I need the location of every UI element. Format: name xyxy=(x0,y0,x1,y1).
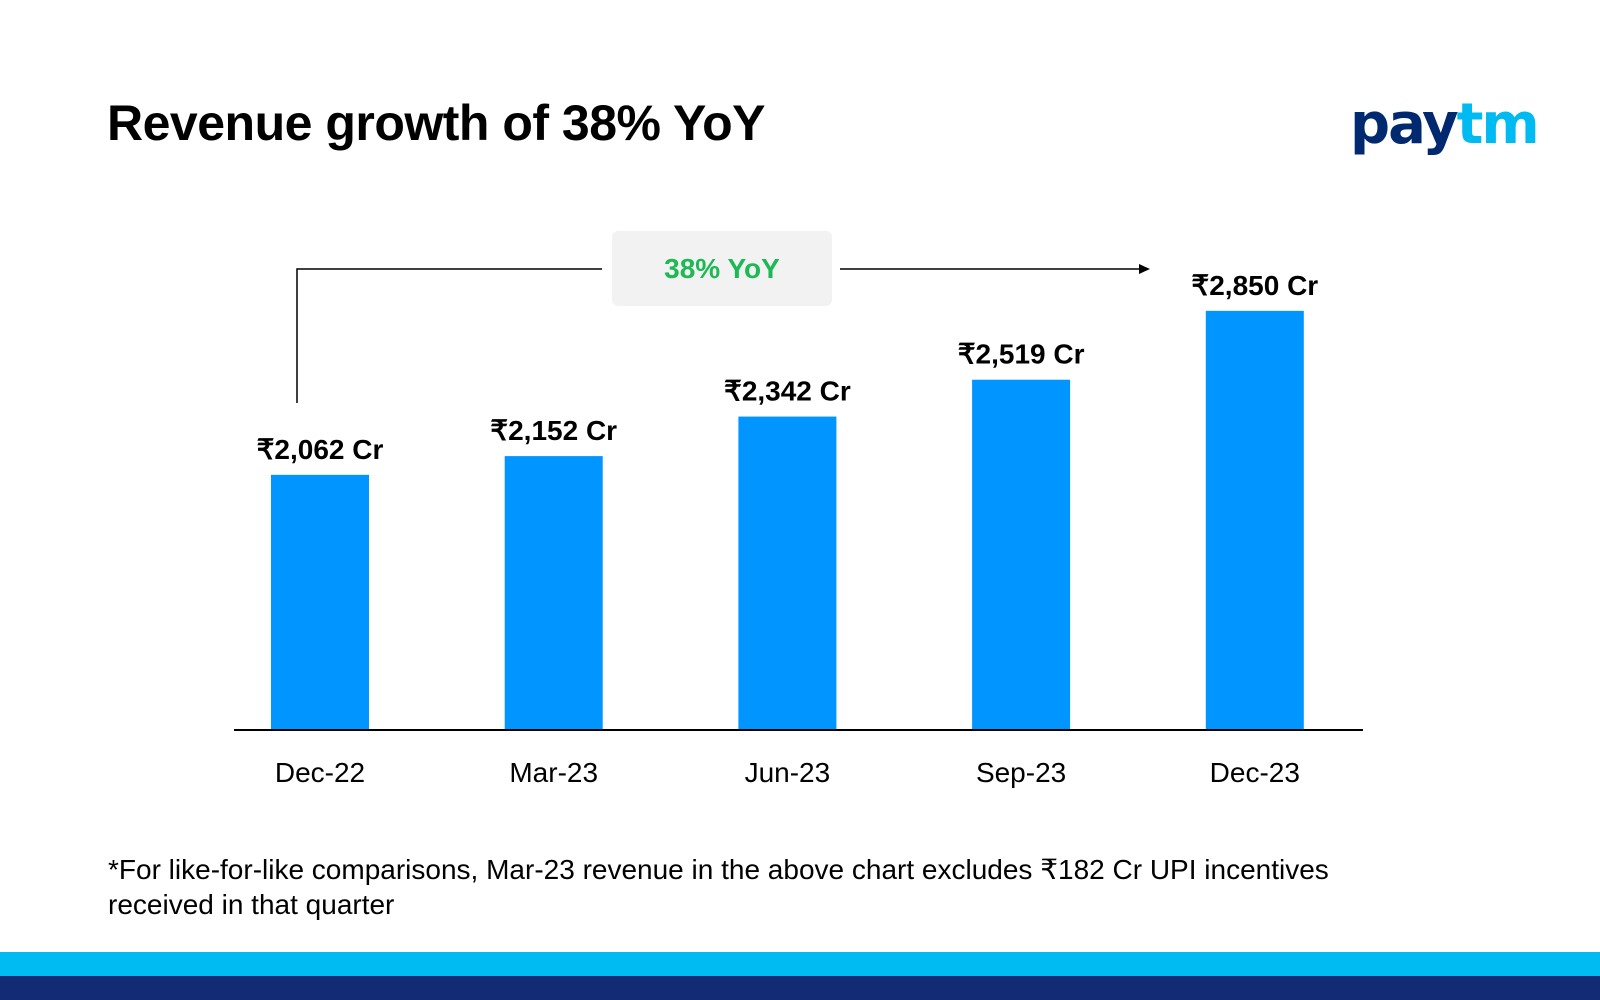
x-tick-label: Jun-23 xyxy=(745,757,831,788)
x-tick-label: Dec-23 xyxy=(1210,757,1300,788)
data-label: ₹2,519 Cr xyxy=(958,339,1085,370)
arrow-head-icon xyxy=(1139,264,1150,274)
data-label: ₹2,152 Cr xyxy=(490,415,617,446)
bar-mar-23 xyxy=(504,456,603,730)
data-label: ₹2,850 Cr xyxy=(1191,270,1318,301)
bar-jun-23 xyxy=(738,416,837,730)
x-tick-label: Sep-23 xyxy=(976,757,1066,788)
data-label: ₹2,342 Cr xyxy=(724,376,851,407)
bar-dec-23 xyxy=(1205,310,1304,730)
footnote: *For like-for-like comparisons, Mar-23 r… xyxy=(108,854,1329,920)
data-label: ₹2,062 Cr xyxy=(257,434,384,465)
paytm-logo: paytm xyxy=(1350,92,1540,157)
footer-stripe-light xyxy=(0,952,1600,976)
yoy-connector-left xyxy=(296,268,602,403)
footer-stripe-dark xyxy=(0,976,1600,1000)
x-tick-label: Dec-22 xyxy=(275,757,365,788)
bar-dec-22 xyxy=(271,474,369,730)
x-tick-label: Mar-23 xyxy=(509,757,598,788)
yoy-annotation: 38% YoY xyxy=(612,231,832,306)
bar-sep-23 xyxy=(972,379,1071,730)
revenue-bar-chart: ₹2,062 Cr Dec-22 ₹2,152 Cr Mar-23 ₹2,342 Cr J… xyxy=(234,264,1363,788)
page-title: Revenue growth of 38% YoY xyxy=(107,95,766,151)
